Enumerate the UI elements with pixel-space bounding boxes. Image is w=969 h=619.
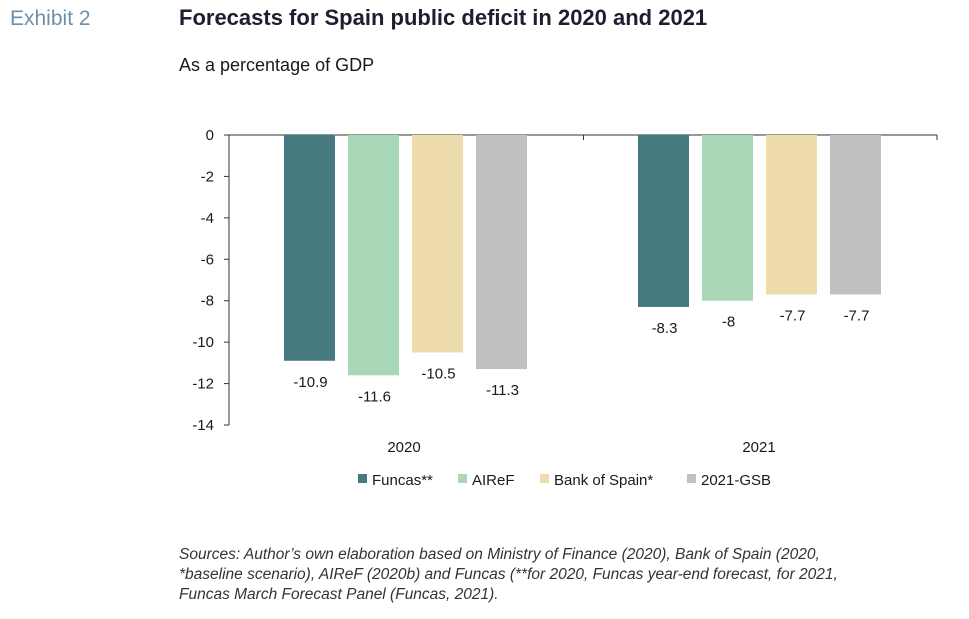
sources-line-1: Sources: Author’s own elaboration based … bbox=[179, 546, 820, 563]
legend-swatch bbox=[687, 474, 696, 483]
y-tick-label: -10 bbox=[192, 334, 214, 351]
sources-line-2: *baseline scenario), AIReF (2020b) and F… bbox=[179, 566, 838, 583]
bar bbox=[476, 135, 527, 370]
chart-title: Forecasts for Spain public deficit in 20… bbox=[179, 5, 708, 30]
data-label: -11.3 bbox=[486, 382, 519, 399]
x-category-label: 2021 bbox=[742, 439, 775, 456]
chart-legend: Funcas** AIReF Bank of Spain* 2021-GSB bbox=[358, 472, 771, 489]
bar bbox=[284, 135, 335, 361]
y-tick-label: -6 bbox=[201, 251, 214, 268]
legend-label: Bank of Spain* bbox=[554, 472, 653, 489]
y-tick-label: 0 bbox=[206, 127, 214, 144]
data-labels: -10.9 -8.3 -11.6 -8 -10.5 -7.7 -11.3 -7.7 bbox=[293, 308, 869, 406]
exhibit-label: Exhibit 2 bbox=[10, 7, 91, 30]
y-tick-label: -2 bbox=[201, 168, 214, 185]
legend-label: AIReF bbox=[472, 472, 515, 489]
sources-line-3: Funcas March Forecast Panel (Funcas, 202… bbox=[179, 586, 499, 603]
sources-note: Sources: Author’s own elaboration based … bbox=[179, 545, 964, 605]
y-tick-label: -8 bbox=[201, 293, 214, 310]
bar bbox=[348, 135, 399, 376]
y-tick-label: -12 bbox=[192, 376, 214, 393]
data-label: -8 bbox=[722, 314, 735, 331]
data-label: -10.5 bbox=[421, 366, 455, 383]
legend-label: Funcas** bbox=[372, 472, 433, 489]
data-label: -10.9 bbox=[293, 374, 327, 391]
data-label: -8.3 bbox=[652, 320, 678, 337]
legend-swatch bbox=[458, 474, 467, 483]
bar bbox=[638, 135, 689, 307]
bar bbox=[830, 135, 881, 295]
bar bbox=[412, 135, 463, 353]
legend-label: 2021-GSB bbox=[701, 472, 771, 489]
data-label: -7.7 bbox=[844, 308, 870, 325]
bar-chart: 0 -2 -4 -6 -8 -10 -12 -14 2020 2021 -10.9 -8.3 -11.… bbox=[192, 127, 938, 489]
y-tick-label: -4 bbox=[201, 210, 214, 227]
y-tick-label: -14 bbox=[192, 417, 214, 434]
chart-subtitle: As a percentage of GDP bbox=[179, 55, 375, 75]
legend-swatch bbox=[358, 474, 367, 483]
bar bbox=[702, 135, 753, 301]
legend-swatch bbox=[540, 474, 549, 483]
x-category-label: 2020 bbox=[387, 439, 420, 456]
data-label: -11.6 bbox=[358, 388, 391, 405]
chart-bars bbox=[284, 135, 881, 376]
chart-axes: 0 -2 -4 -6 -8 -10 -12 -14 2020 2021 bbox=[192, 127, 938, 456]
data-label: -7.7 bbox=[780, 308, 806, 325]
bar bbox=[766, 135, 817, 295]
